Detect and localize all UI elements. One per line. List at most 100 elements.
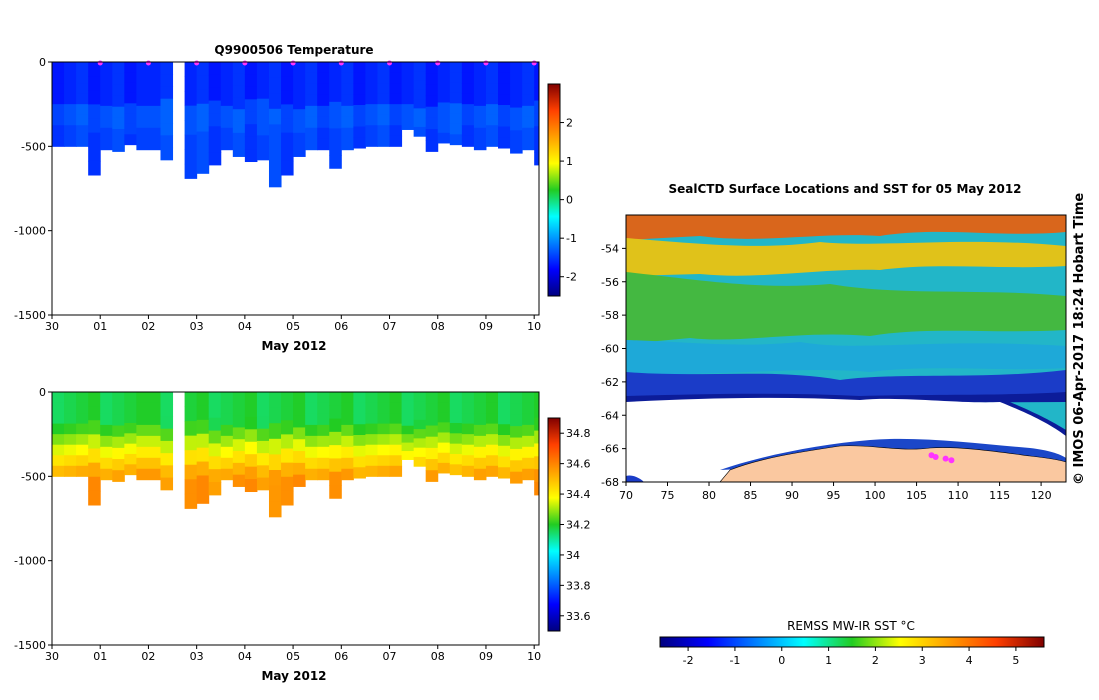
- section-cell: [244, 466, 258, 480]
- section-cell: [534, 430, 540, 444]
- section-cell: [281, 476, 294, 492]
- section-cell: [232, 97, 246, 110]
- section-cell: [329, 458, 342, 473]
- section-cell: [88, 104, 101, 120]
- salinity-panel: 30 01 02 03 04 05 06 07 08 09 10 0 -500 -1000 -1500 M…: [14, 386, 590, 683]
- x-tick-label: 100: [865, 489, 886, 502]
- section-cell: [437, 432, 451, 444]
- section-cell: [196, 117, 210, 133]
- temperature-x-label: May 2012: [261, 339, 326, 353]
- section-cell: [498, 402, 511, 415]
- section-cell: [473, 446, 487, 459]
- section-cell: [124, 62, 137, 73]
- y-tick-label: -56: [601, 276, 619, 289]
- section-cell: [401, 408, 415, 418]
- section-cell: [365, 125, 378, 137]
- section-cell: [510, 403, 523, 416]
- x-tick-label: 120: [1031, 489, 1052, 502]
- section-cell: [413, 89, 427, 100]
- section-cell: [52, 62, 65, 74]
- section-cell: [124, 422, 137, 434]
- surface-marker: [531, 60, 537, 66]
- salinity-colorbar: [547, 417, 561, 632]
- section-cell: [401, 112, 415, 122]
- section-cell: [196, 103, 210, 119]
- section-cell: [256, 428, 270, 442]
- section-cell: [52, 402, 65, 414]
- section-cell: [256, 404, 270, 417]
- section-cell: [305, 127, 318, 140]
- section-cell: [112, 436, 125, 449]
- section-cell: [220, 413, 234, 426]
- section-cell: [88, 406, 101, 421]
- section-cell: [305, 94, 318, 107]
- x-tick-label: 95: [827, 489, 841, 502]
- section-cell: [208, 456, 222, 470]
- section-cell: [244, 392, 258, 405]
- section-cell: [413, 392, 427, 402]
- section-cell: [293, 85, 306, 98]
- section-cell: [365, 392, 378, 404]
- section-cell: [136, 457, 161, 470]
- section-cell: [184, 493, 198, 509]
- section-cell: [449, 433, 463, 445]
- section-cell: [124, 82, 137, 94]
- section-cell: [305, 105, 318, 118]
- section-cell: [305, 413, 318, 426]
- section-cell: [64, 104, 77, 116]
- x-tick-label: 09: [479, 320, 493, 333]
- section-cell: [256, 135, 270, 149]
- section-cell: [124, 443, 137, 455]
- section-cell: [184, 163, 198, 179]
- y-tick-label: -62: [601, 376, 619, 389]
- section-cell: [329, 101, 342, 116]
- section-cell: [160, 62, 174, 75]
- section-cell: [88, 462, 101, 478]
- section-cell: [522, 413, 535, 426]
- section-cell: [473, 392, 487, 404]
- section-cell: [522, 138, 535, 151]
- x-tick-label: 09: [479, 650, 493, 663]
- section-cell: [425, 73, 439, 85]
- section-cell: [522, 468, 535, 481]
- x-tick-label: 10: [527, 650, 541, 663]
- section-cell: [341, 468, 354, 481]
- section-cell: [281, 462, 294, 478]
- section-cell: [522, 94, 535, 107]
- section-cell: [256, 392, 270, 405]
- section-cell: [268, 423, 282, 440]
- section-cell: [449, 113, 463, 125]
- section-cell: [437, 422, 451, 433]
- x-tick-label: 04: [238, 650, 252, 663]
- section-cell: [534, 443, 540, 457]
- section-cell: [329, 141, 342, 156]
- section-cell: [377, 104, 391, 116]
- section-cell: [184, 435, 198, 451]
- x-tick-label: 07: [383, 320, 397, 333]
- section-cell: [160, 428, 174, 442]
- section-cell: [413, 99, 427, 109]
- section-cell: [317, 62, 330, 74]
- section-cell: [473, 127, 487, 140]
- section-cell: [160, 392, 174, 405]
- section-cell: [112, 414, 125, 427]
- section-cell: [64, 93, 77, 105]
- section-cell: [256, 440, 270, 454]
- section-cell: [425, 470, 439, 482]
- x-tick-label: 01: [93, 320, 107, 333]
- section-cell: [534, 62, 540, 76]
- section-cell: [256, 416, 270, 430]
- surface-marker: [145, 60, 151, 66]
- section-cell: [329, 115, 342, 129]
- section-cell: [401, 87, 415, 97]
- section-cell: [425, 392, 439, 404]
- section-cell: [136, 72, 161, 85]
- section-cell: [365, 135, 378, 147]
- section-cell: [437, 452, 451, 464]
- temperature-colorbar: [547, 83, 561, 297]
- section-cell: [220, 468, 234, 481]
- section-cell: [88, 448, 101, 464]
- section-cell: [413, 80, 427, 91]
- section-cell: [196, 89, 210, 105]
- section-cell: [88, 434, 101, 450]
